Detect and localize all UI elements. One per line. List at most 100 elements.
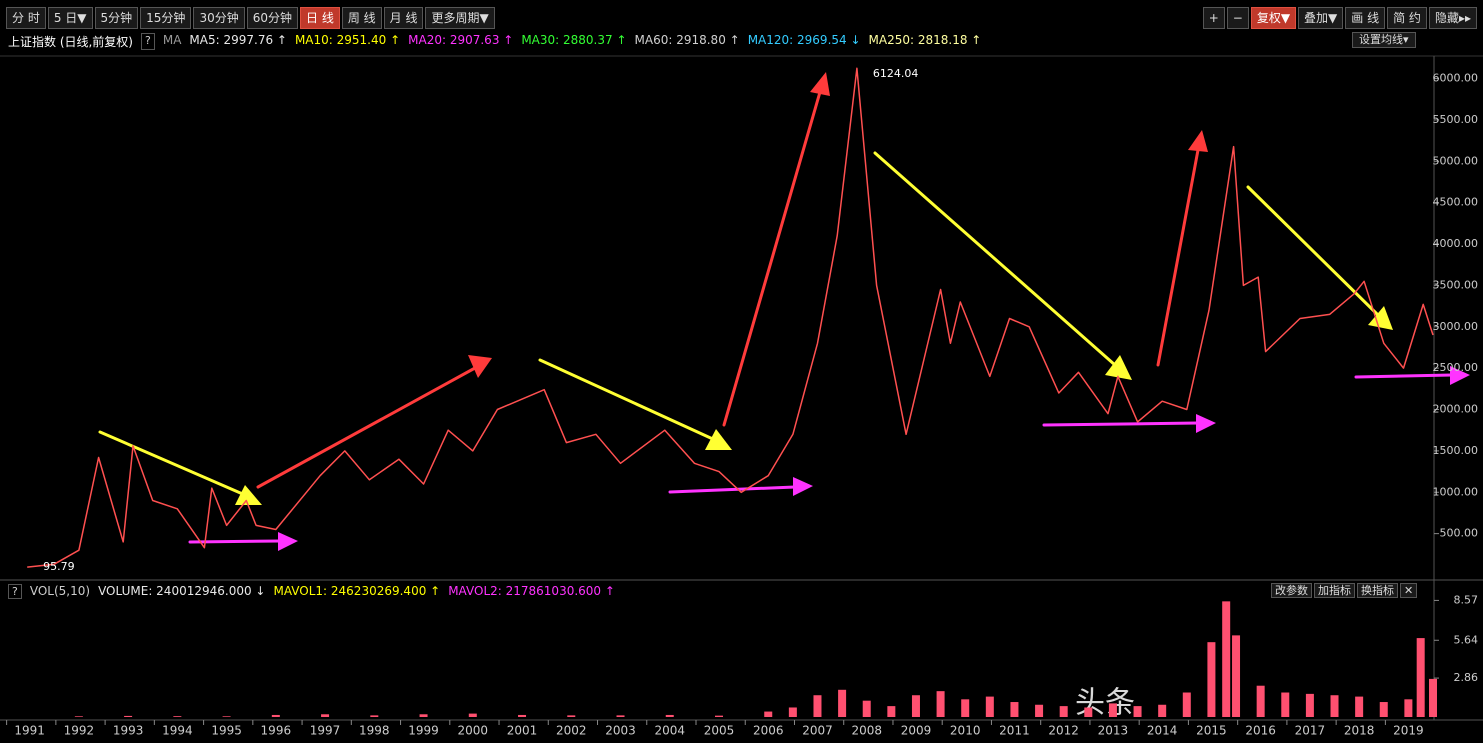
volume-bar	[1379, 702, 1388, 717]
x-tick-label: 2017	[1295, 724, 1326, 738]
volume-bar	[1059, 706, 1068, 717]
volume-bar	[1281, 692, 1290, 717]
watermark: 头条	[1075, 686, 1135, 721]
tool-button[interactable]: 画 线	[1345, 7, 1386, 29]
index-title: 上证指数 (日线,前复权)	[8, 35, 133, 49]
indicator-name: VOL(5,10)	[29, 584, 91, 598]
y-tick-label: 5.64	[1454, 633, 1479, 646]
x-tick-label: 2016	[1245, 724, 1276, 738]
period-button[interactable]: 分 时	[6, 7, 46, 29]
y-tick-label: 8.57	[1454, 593, 1479, 606]
x-tick-label: 2012	[1048, 724, 1079, 738]
volume-bar	[1429, 678, 1437, 717]
x-tick-label: 2008	[851, 724, 882, 738]
tool-button[interactable]: 隐藏▸▸	[1428, 7, 1477, 29]
volume-bar	[838, 689, 847, 717]
y-tick-label: 1000.00	[1433, 485, 1479, 498]
help-button[interactable]: ?	[141, 33, 155, 50]
x-tick-label: 2002	[556, 724, 587, 738]
tool-button[interactable]: 复权▼	[1250, 7, 1297, 29]
period-button[interactable]: 60分钟	[246, 7, 298, 29]
period-button[interactable]: 月 线	[383, 7, 424, 29]
volume-value: MAVOL1: 246230269.400 ↑	[273, 584, 441, 598]
y-tick-label: 3500.00	[1433, 278, 1479, 291]
indicator-button[interactable]: 加指标	[1314, 583, 1355, 598]
x-tick-label: 2014	[1147, 724, 1178, 738]
volume-bar	[1010, 702, 1019, 717]
x-tick-label: 1997	[310, 724, 341, 738]
tool-button[interactable]: −	[1226, 7, 1249, 29]
volume-legend: ? VOL(5,10) VOLUME: 240012946.000 ↓ MAVOL…	[8, 584, 615, 599]
tool-toolbar: + − 复权▼ 叠加▼ 画 线简 约隐藏▸▸	[1202, 7, 1477, 29]
ma-value: MA30: 2880.37 ↑	[521, 33, 627, 47]
volume-bar	[1256, 685, 1265, 717]
period-button[interactable]: 5 日▼	[47, 7, 93, 29]
volume-bar	[271, 714, 280, 717]
x-tick-label: 2019	[1393, 724, 1424, 738]
ma-settings-button[interactable]: 设置均线▾	[1352, 32, 1416, 48]
x-tick-label: 2018	[1344, 724, 1375, 738]
ma-value: MA120: 2969.54 ↓	[747, 33, 861, 47]
indicator-button[interactable]: 换指标	[1357, 583, 1398, 598]
x-tick-label: 1994	[162, 724, 193, 738]
indicator-name: MA	[162, 33, 182, 47]
volume-bar	[222, 716, 231, 717]
x-tick-label: 2001	[507, 724, 538, 738]
volume-bar	[321, 714, 330, 717]
ma-value: MA10: 2951.40 ↑	[294, 33, 401, 47]
y-tick-label: 5500.00	[1433, 113, 1479, 126]
x-tick-label: 2000	[458, 724, 489, 738]
ma-legend: 上证指数 (日线,前复权) ? MA MA5: 2997.76 ↑ MA10: 2…	[8, 33, 981, 50]
volume-bar	[567, 715, 576, 717]
x-tick-label: 2004	[654, 724, 685, 738]
help-button[interactable]: ?	[8, 584, 22, 599]
indicator-button[interactable]: 改参数	[1271, 583, 1312, 598]
indicator-button[interactable]: ✕	[1400, 583, 1418, 598]
x-tick-label: 1993	[113, 724, 144, 738]
volume-bar	[862, 700, 871, 717]
trend-arrows	[98, 72, 1470, 551]
volume-bar	[1416, 638, 1425, 717]
tool-button[interactable]: +	[1202, 7, 1225, 29]
volume-bar	[1035, 704, 1044, 717]
volume-bar	[911, 695, 920, 717]
volume-bar	[1133, 706, 1142, 717]
period-button[interactable]: 更多周期▼	[425, 7, 495, 29]
x-tick-label: 2013	[1098, 724, 1129, 738]
period-button[interactable]: 日 线	[300, 7, 340, 29]
period-button[interactable]: 15分钟	[140, 7, 192, 29]
volume-bar	[665, 714, 674, 717]
volume-bar	[788, 707, 797, 717]
tool-button[interactable]: 简 约	[1387, 7, 1427, 29]
period-button[interactable]: 30分钟	[193, 7, 245, 29]
period-button[interactable]: 周 线	[341, 7, 382, 29]
volume-bar	[936, 691, 945, 717]
x-tick-label: 1992	[64, 724, 95, 738]
period-button[interactable]: 5分钟	[94, 7, 139, 29]
x-tick-label: 2006	[753, 724, 784, 738]
volume-bar	[74, 716, 83, 717]
volume-bar	[1182, 692, 1191, 717]
x-tick-label: 1995	[211, 724, 242, 738]
volume-bar	[616, 715, 625, 717]
y-tick-label: 6000.00	[1433, 72, 1479, 85]
x-tick-label: 2005	[704, 724, 735, 738]
y-tick-label: 3000.00	[1433, 320, 1479, 333]
tool-button[interactable]: 叠加▼	[1298, 7, 1344, 29]
y-tick-label: 2500.00	[1433, 361, 1479, 374]
volume-bar	[124, 715, 133, 717]
volume-bar	[1404, 699, 1413, 717]
yellow-arrows	[98, 151, 1393, 505]
volume-bar	[1330, 695, 1339, 717]
volume-bar	[1158, 704, 1167, 717]
volume-bar	[813, 695, 822, 717]
y-tick-label: 5000.00	[1433, 154, 1479, 167]
y-tick-label: 500.00	[1440, 527, 1479, 540]
x-tick-label: 2015	[1196, 724, 1227, 738]
price-line	[27, 67, 1434, 568]
volume-value: VOLUME: 240012946.000 ↓	[98, 584, 266, 598]
volume-bar	[173, 716, 182, 717]
ma-value: MA5: 2997.76 ↑	[189, 33, 287, 47]
